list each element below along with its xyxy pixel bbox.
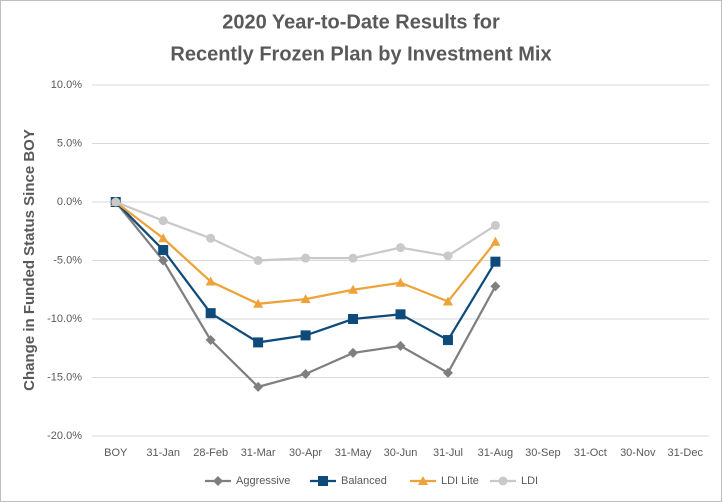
x-tick-label: BOY xyxy=(104,447,128,459)
marker xyxy=(490,220,500,230)
marker xyxy=(300,330,311,341)
y-axis-label: Change in Funded Status Since BOY xyxy=(21,129,38,391)
y-tick-label: 0.0% xyxy=(57,196,82,208)
marker xyxy=(396,243,405,253)
chart-title-line: 2020 Year-to-Date Results for xyxy=(222,11,500,33)
marker xyxy=(253,337,264,348)
marker xyxy=(442,367,453,378)
marker xyxy=(418,476,428,485)
x-tick-label: 31-Jan xyxy=(146,447,180,459)
x-tick-label: 28-Feb xyxy=(193,447,228,459)
marker xyxy=(206,233,216,243)
marker xyxy=(395,340,406,351)
marker xyxy=(490,236,501,246)
legend-label: Balanced xyxy=(341,475,387,487)
marker xyxy=(395,277,406,287)
marker xyxy=(490,256,501,267)
marker xyxy=(158,233,169,243)
x-tick-label: 30-Jun xyxy=(384,447,418,459)
y-tick-label: -5.0% xyxy=(53,254,82,266)
x-tick-label: 31-May xyxy=(335,447,372,459)
marker xyxy=(348,314,359,324)
x-tick-label: 30-Apr xyxy=(289,447,322,459)
marker xyxy=(348,347,359,358)
marker xyxy=(490,281,501,292)
marker xyxy=(395,309,406,320)
marker xyxy=(213,476,223,486)
legend-label: LDI Lite xyxy=(441,475,479,487)
x-tick-label: 31-Aug xyxy=(478,447,513,459)
marker xyxy=(318,476,328,486)
x-tick-label: 31-Oct xyxy=(574,447,607,459)
marker xyxy=(253,298,264,308)
marker xyxy=(158,244,169,255)
chart-title-line: Recently Frozen Plan by Investment Mix xyxy=(170,43,551,65)
marker xyxy=(442,296,453,306)
legend-label: Aggressive xyxy=(236,475,290,487)
x-tick-label: 31-Jul xyxy=(433,447,463,459)
marker xyxy=(348,253,358,263)
x-tick-label: 31-Dec xyxy=(668,447,704,459)
marker xyxy=(111,197,121,207)
legend-label: LDI xyxy=(521,475,538,487)
marker xyxy=(158,255,169,266)
y-tick-label: -10.0% xyxy=(47,313,82,325)
marker xyxy=(442,335,453,346)
marker xyxy=(348,284,359,294)
marker xyxy=(300,368,311,379)
marker xyxy=(443,251,453,261)
marker xyxy=(205,276,216,286)
marker xyxy=(205,335,216,346)
x-tick-label: 30-Nov xyxy=(620,447,656,459)
y-tick-label: 5.0% xyxy=(57,137,82,149)
marker xyxy=(205,308,216,319)
marker xyxy=(158,216,168,226)
marker xyxy=(253,256,263,265)
marker xyxy=(301,253,311,263)
x-tick-label: 31-Mar xyxy=(241,447,276,459)
marker xyxy=(300,294,311,304)
y-tick-label: 10.0% xyxy=(51,79,82,91)
y-tick-label: -15.0% xyxy=(47,371,82,383)
marker xyxy=(498,476,508,486)
y-tick-label: -20.0% xyxy=(47,430,82,442)
x-tick-label: 30-Sep xyxy=(525,447,560,459)
marker xyxy=(253,381,264,392)
